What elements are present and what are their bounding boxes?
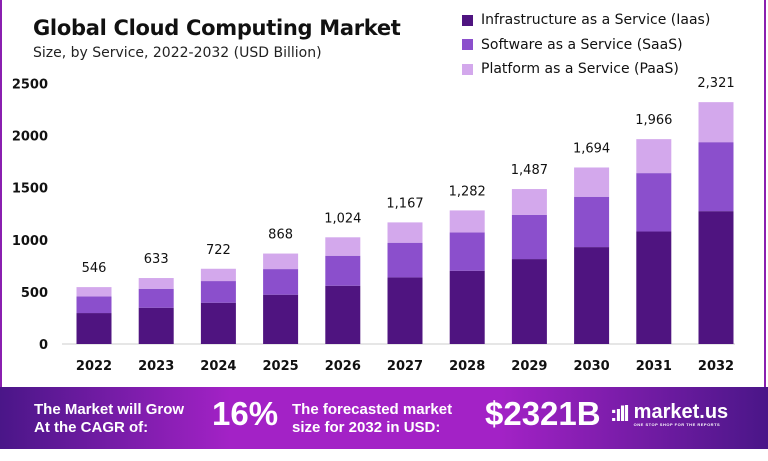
x-tick-label: 2022 <box>76 359 112 374</box>
legend-item-paas: Platform as a Service (PaaS) <box>462 57 710 82</box>
bar-segment-paas <box>325 237 361 256</box>
total-label: 546 <box>82 261 107 276</box>
bar-segment-iaas <box>76 313 112 344</box>
bar-segment-saas <box>449 232 485 271</box>
bar-segment-saas <box>636 173 672 232</box>
total-label: 722 <box>206 243 231 258</box>
legend-swatch <box>462 14 473 26</box>
forecast-text-line: size for 2032 in USD: <box>292 419 441 436</box>
legend-swatch <box>462 39 473 51</box>
bar-segment-paas <box>76 287 112 297</box>
brand-logo: :ıIl market.us ONE STOP SHOP FOR THE REPO… <box>610 401 728 427</box>
chart-title: Global Cloud Computing Market <box>33 16 401 40</box>
total-label: 2,321 <box>697 76 734 91</box>
bar-chart: 0 500 1000 1500 2000 2500 546 2022 633 2023 722 202… <box>12 76 735 374</box>
bar-segment-saas <box>387 242 423 278</box>
bar-segment-iaas <box>511 259 547 344</box>
x-tick-label: 2027 <box>387 359 423 374</box>
total-label: 1,487 <box>511 163 548 178</box>
bar-segment-saas <box>698 142 734 212</box>
x-tick-label: 2028 <box>449 359 485 374</box>
total-label: 1,282 <box>449 184 486 199</box>
legend-label: Platform as a Service (PaaS) <box>481 61 679 78</box>
total-label: 868 <box>268 228 293 243</box>
bar-segment-paas <box>698 102 734 143</box>
total-label: 1,966 <box>635 113 672 128</box>
logo-icon: :ıIl <box>610 401 630 426</box>
cagr-text-line: At the CAGR of: <box>34 419 149 436</box>
bar-segment-iaas <box>636 231 672 344</box>
legend-swatch <box>462 63 473 75</box>
cagr-text-line: The Market will Grow <box>34 401 185 418</box>
legend-label: Software as a Service (SaaS) <box>481 36 683 53</box>
x-tick-label: 2030 <box>574 359 610 374</box>
bar-segment-paas <box>511 189 547 215</box>
x-tick-label: 2025 <box>263 359 299 374</box>
legend: Infrastructure as a Service (Iaas) Softw… <box>462 8 710 82</box>
total-label: 633 <box>144 252 169 267</box>
bar-segment-iaas <box>138 307 174 344</box>
x-tick-label: 2024 <box>200 359 236 374</box>
bar-segment-iaas <box>263 294 299 344</box>
forecast-text-line: The forecasted market <box>292 401 453 418</box>
x-tick-label: 2031 <box>636 359 672 374</box>
bar-segment-iaas <box>387 277 423 344</box>
x-tick-label: 2029 <box>511 359 547 374</box>
forecast-text: The forecasted market size for 2032 in US… <box>292 401 452 437</box>
bar-segment-saas <box>574 196 610 248</box>
legend-item-iaas: Infrastructure as a Service (Iaas) <box>462 8 710 33</box>
chart-subtitle: Size, by Service, 2022-2032 (USD Billion… <box>33 45 322 61</box>
x-tick-label: 2023 <box>138 359 174 374</box>
bar-segment-iaas <box>325 285 361 344</box>
x-tick-label: 2026 <box>325 359 361 374</box>
bar-segment-iaas <box>449 270 485 344</box>
bar-segment-saas <box>76 296 112 314</box>
bar-segment-paas <box>263 253 299 270</box>
y-tick-label: 500 <box>21 286 48 301</box>
y-tick-label: 2500 <box>12 78 48 93</box>
cagr-text: The Market will Grow At the CAGR of: <box>34 401 184 437</box>
y-tick-label: 1000 <box>12 234 48 249</box>
bar-segment-saas <box>325 255 361 286</box>
total-label: 1,167 <box>386 196 423 211</box>
bar-segment-iaas <box>698 211 734 344</box>
bar-segment-saas <box>511 214 547 260</box>
bar-segment-saas <box>138 288 174 308</box>
bar-segment-paas <box>636 139 672 174</box>
total-label: 1,024 <box>324 211 361 226</box>
bar-segment-paas <box>200 268 236 282</box>
y-tick-label: 2000 <box>12 130 48 145</box>
brand-name: market.us <box>633 400 729 423</box>
bar-segment-paas <box>138 278 174 289</box>
y-tick-label: 0 <box>39 338 48 353</box>
chart-frame <box>0 0 766 388</box>
bar-segment-saas <box>200 281 236 303</box>
cagr-value: 16% <box>212 395 279 432</box>
y-tick-label: 1500 <box>12 182 48 197</box>
legend-label: Infrastructure as a Service (Iaas) <box>481 12 711 29</box>
x-tick-label: 2032 <box>698 359 734 374</box>
bar-segment-iaas <box>574 247 610 344</box>
legend-item-saas: Software as a Service (SaaS) <box>462 33 710 58</box>
brand-tagline: ONE STOP SHOP FOR THE REPORTS <box>633 421 721 427</box>
bar-segment-paas <box>449 210 485 233</box>
summary-banner: The Market will Grow At the CAGR of: 16% … <box>0 387 768 449</box>
total-label: 1,694 <box>573 141 610 156</box>
bar-segment-paas <box>574 167 610 197</box>
bar-segment-paas <box>387 222 423 243</box>
bar-segment-saas <box>263 269 299 295</box>
forecast-value: $2321B <box>485 395 601 432</box>
bar-segment-iaas <box>200 302 236 344</box>
